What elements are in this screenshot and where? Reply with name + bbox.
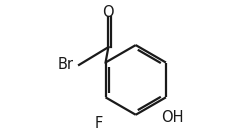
Text: OH: OH <box>161 110 183 125</box>
Text: O: O <box>102 5 114 20</box>
Text: Br: Br <box>57 57 73 72</box>
Text: F: F <box>95 116 103 131</box>
